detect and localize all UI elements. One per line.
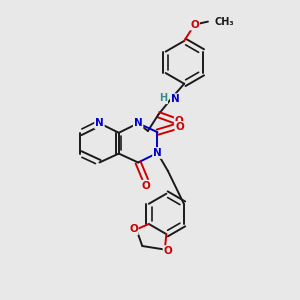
- Text: O: O: [129, 224, 138, 234]
- Text: O: O: [175, 116, 184, 126]
- Text: N: N: [95, 118, 104, 128]
- Text: O: O: [141, 181, 150, 191]
- Text: N: N: [153, 148, 162, 158]
- Text: O: O: [175, 122, 184, 132]
- Text: N: N: [171, 94, 180, 104]
- Text: O: O: [190, 20, 199, 30]
- Text: N: N: [134, 118, 142, 128]
- Text: O: O: [164, 246, 172, 256]
- Text: H: H: [159, 93, 167, 103]
- Text: CH₃: CH₃: [214, 16, 234, 27]
